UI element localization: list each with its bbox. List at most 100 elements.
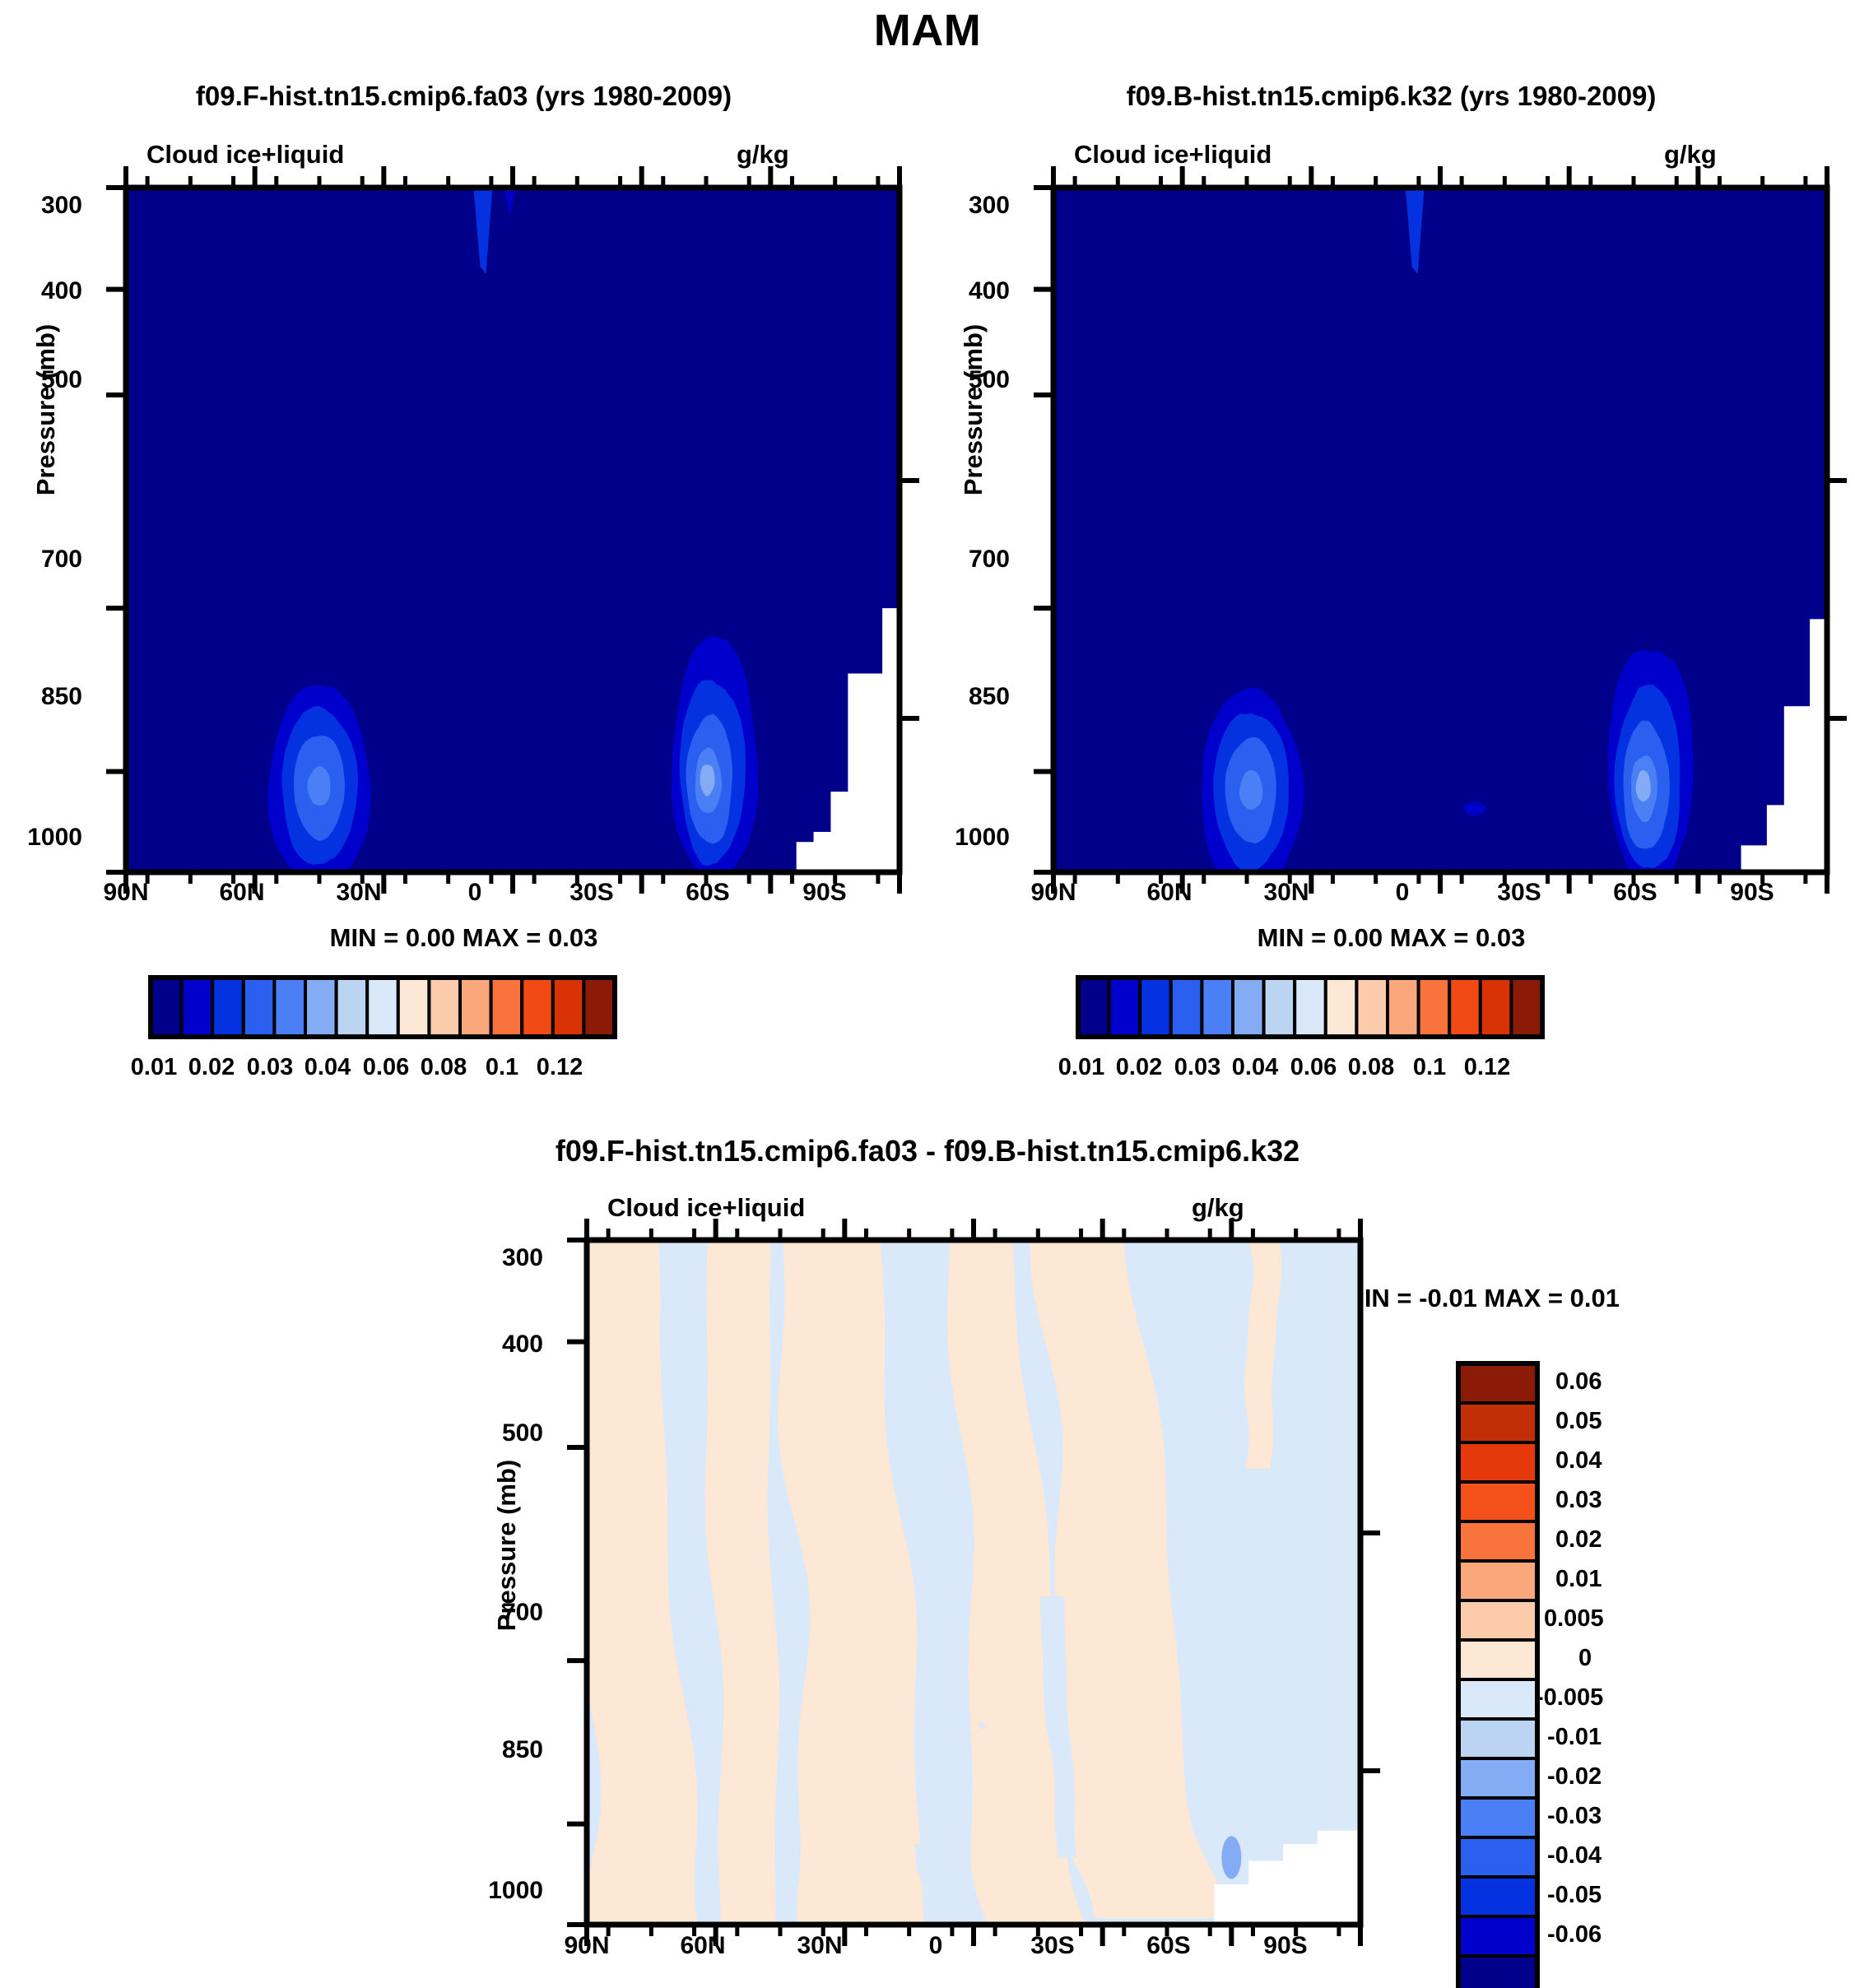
y-tick-1000-diff: 1000: [488, 1877, 543, 1904]
colorbar-swatch-13-main-right: [1478, 976, 1513, 1038]
colorbar-diff: [1456, 1361, 1540, 1988]
y-tick-500-left: 500: [40, 366, 82, 393]
cb-diff-label-4: 0.02: [1555, 1526, 1602, 1553]
cb-diff-label-8: -0.005: [1536, 1684, 1604, 1711]
colorbar-swatch-6-main-right: [1262, 976, 1297, 1038]
x-tick-90S-left: 90S: [802, 879, 847, 906]
colorbar-diff-swatch-14: [1457, 1915, 1539, 1958]
contour-levels-top-right: [1053, 188, 1827, 872]
topography-mask-bottom-diff: [1179, 1827, 1360, 1925]
panel-variable-label-right: Cloud ice+liquid: [1074, 140, 1272, 169]
y-tick-500-right: 500: [968, 366, 1010, 393]
panel-units-label-left: g/kg: [737, 140, 789, 169]
cb-right-label-7: 0.12: [1463, 1054, 1511, 1080]
colorbar-swatch-4-main-left: [272, 976, 307, 1038]
cb-left-label-5: 0.08: [420, 1054, 467, 1080]
colorbar-swatch-2-main-right: [1138, 976, 1173, 1038]
colorbar-swatch-1-main-right: [1107, 976, 1142, 1038]
contour-levels-bottom-diff: [587, 1240, 1360, 1925]
x-tick-90S-right: 90S: [1730, 879, 1774, 906]
colorbar-diff-swatch-8: [1457, 1678, 1539, 1721]
y-tick-1000-right: 1000: [955, 824, 1010, 851]
cb-left-label-7: 0.12: [536, 1054, 583, 1080]
colorbar-swatch-14-main-right: [1509, 976, 1545, 1038]
colorbar-diff-swatch-0: [1457, 1362, 1539, 1405]
colorbar-swatch-7-main-left: [365, 976, 400, 1038]
y-tick-850-diff: 850: [501, 1736, 543, 1763]
cb-diff-label-5: 0.01: [1555, 1566, 1602, 1592]
cb-diff-label-6: 0.005: [1544, 1605, 1604, 1632]
colorbar-swatch-14-main-left: [582, 976, 617, 1038]
panel-units-label-diff: g/kg: [1192, 1193, 1244, 1222]
colorbar-swatch-0-main-right: [1076, 976, 1111, 1038]
cb-left-label-6: 0.1: [485, 1054, 519, 1080]
colorbar-diff-swatch-11: [1457, 1796, 1539, 1839]
x-tick-30S-diff: 30S: [1030, 1932, 1075, 1959]
colorbar-swatch-12-main-right: [1448, 976, 1482, 1038]
cb-diff-label-12: -0.04: [1547, 1842, 1602, 1869]
y-tick-700-diff: 700: [501, 1599, 543, 1626]
colorbar-swatch-8-main-right: [1323, 976, 1359, 1038]
cb-diff-label-3: 0.03: [1555, 1487, 1602, 1513]
x-tick-0-left: 0: [467, 879, 482, 906]
contour-field-top-left: [126, 188, 900, 872]
contour-tropical-sliver-b-top-left: [504, 188, 516, 216]
colorbar-swatch-9-main-left: [427, 976, 463, 1038]
colorbar-swatch-11-main-right: [1416, 976, 1452, 1038]
cb-right-label-1: 0.02: [1115, 1054, 1163, 1080]
minmax-label-right: MIN = 0.00 MAX = 0.03: [1257, 923, 1526, 952]
colorbar-diff-swatch-2: [1457, 1441, 1539, 1484]
colorbar-swatch-1-main-left: [179, 976, 215, 1038]
contour-tropical-sliver-top-left: [473, 188, 493, 274]
x-tick-30N-left: 30N: [336, 879, 382, 906]
colorbar-diff-swatch-9: [1457, 1717, 1539, 1760]
colorbar-frame-main-right: [1076, 975, 1545, 1039]
minmax-label-diff: MIN = -0.01 MAX = 0.01: [1343, 1284, 1620, 1312]
x-tick-60S-diff: 60S: [1146, 1932, 1191, 1959]
contour-band-9-bottom-diff: [914, 1844, 941, 1925]
contour-tropical-sliver-top-right: [1405, 188, 1425, 274]
contour-band-7-bottom-diff: [681, 1363, 709, 1726]
minmax-label-left: MIN = 0.00 MAX = 0.03: [329, 923, 598, 952]
contour-nh-level-4-top-left: [307, 765, 331, 806]
y-tick-400-diff: 400: [501, 1331, 543, 1358]
contour-band-2-bottom-diff: [704, 1240, 780, 1925]
cb-diff-label-7: 0: [1578, 1645, 1592, 1671]
colorbar-swatch-2-main-left: [211, 976, 245, 1038]
cb-right-label-3: 0.04: [1231, 1054, 1279, 1080]
cb-diff-label-11: -0.03: [1547, 1803, 1602, 1829]
panel-units-label-right: g/kg: [1664, 140, 1717, 169]
x-tick-0-diff: 0: [928, 1932, 943, 1959]
colorbar-diff-swatch-6: [1457, 1599, 1539, 1642]
contour-band-5-bottom-diff: [1030, 1240, 1230, 1918]
cb-diff-label-1: 0.05: [1555, 1408, 1602, 1434]
contour-band-8-bottom-diff: [1040, 1596, 1077, 1858]
cb-left-label-0: 0.01: [130, 1054, 178, 1080]
colorbar-diff-swatch-1: [1457, 1401, 1539, 1444]
colorbar-swatch-5-main-left: [304, 976, 338, 1038]
cb-right-label-6: 0.1: [1412, 1054, 1447, 1080]
colorbar-diff-frame: [1456, 1361, 1540, 1988]
colorbar-swatch-3-main-left: [241, 976, 277, 1038]
y-tick-850-right: 850: [968, 683, 1010, 710]
colorbar-diff-swatch-3: [1457, 1480, 1539, 1523]
colorbar-diff-swatch-12: [1457, 1836, 1539, 1879]
colorbar-swatch-13-main-left: [551, 976, 586, 1038]
y-tick-300-right: 300: [968, 192, 1010, 219]
colorbar-swatch-6-main-left: [334, 976, 370, 1038]
contour-band-4-bottom-diff: [947, 1240, 1086, 1925]
topography-mask-top-left: [779, 597, 900, 872]
contour-level-0-top-left: [126, 188, 900, 872]
contour-sh-level-5-top-right: [1635, 770, 1651, 802]
y-tick-700-left: 700: [40, 546, 82, 573]
contour-field-bottom-diff: [587, 1240, 1360, 1925]
topography-mask-top-right: [1715, 608, 1827, 872]
contour-band-6-bottom-diff: [1244, 1240, 1282, 1469]
colorbar-swatch-7-main-right: [1293, 976, 1327, 1038]
contour-sh-level-5-top-left: [700, 764, 715, 797]
y-tick-850-left: 850: [40, 683, 82, 710]
x-tick-30N-diff: 30N: [797, 1932, 843, 1959]
x-tick-0-right: 0: [1395, 879, 1410, 906]
